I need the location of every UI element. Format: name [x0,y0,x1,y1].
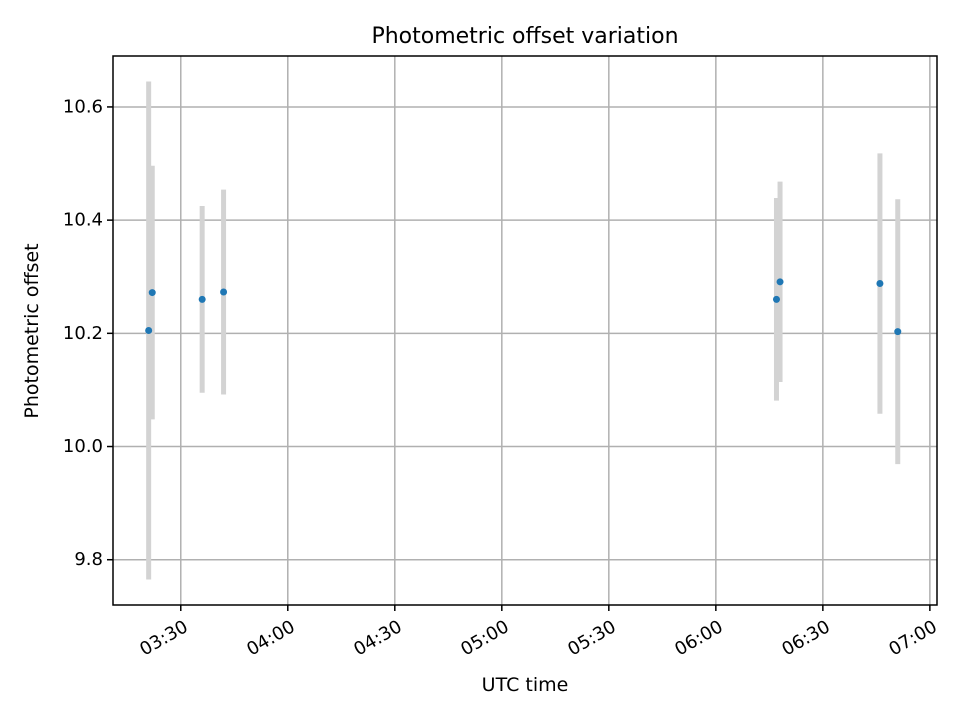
data-point [894,328,902,336]
data-point [220,288,228,296]
data-point [876,280,884,288]
data-points [145,278,902,336]
y-axis-ticks: 9.8 10.0 10.2 10.4 10.6 [63,96,113,570]
y-axis-label: Photometric offset [21,243,43,418]
y-tick-label: 10.2 [63,323,103,344]
y-tick-label: 10.0 [63,436,103,457]
grid-lines [113,56,937,605]
y-tick-label: 9.8 [74,549,103,570]
data-point [772,295,780,303]
data-point [145,327,153,334]
data-point [148,289,156,297]
y-tick-label: 10.4 [63,210,103,231]
x-axis-label: UTC time [482,674,569,696]
chart-title: Photometric offset variation [371,24,678,49]
y-tick-label: 10.6 [63,96,103,117]
plot-frame [112,55,938,606]
data-point [776,278,784,286]
data-point [198,295,206,303]
